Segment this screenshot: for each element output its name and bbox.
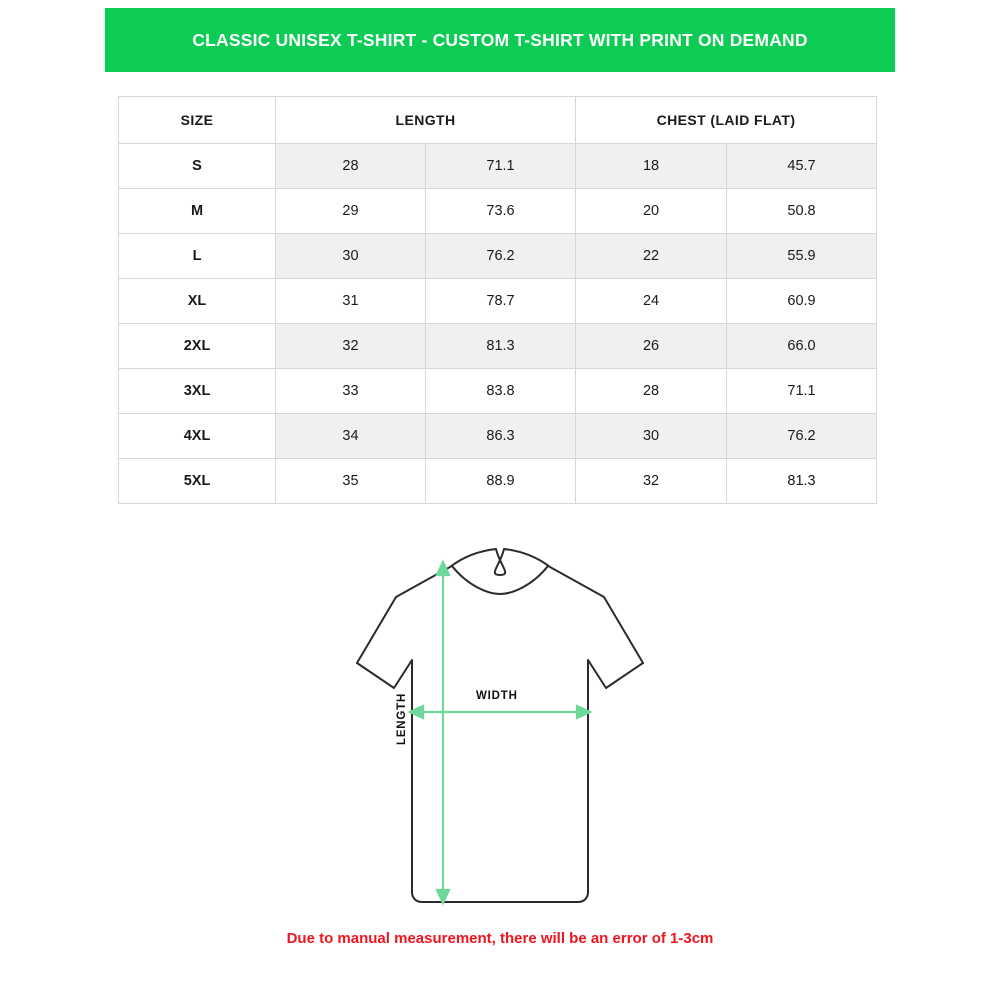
table-row: S 28 71.1 18 45.7 [118, 143, 878, 189]
cell-size: M [118, 188, 276, 234]
cell-length-in: 35 [275, 458, 426, 504]
table-row: 2XL 32 81.3 26 66.0 [118, 323, 878, 369]
cell-size: L [118, 233, 276, 279]
length-arrow-icon [435, 559, 451, 906]
table-row: M 29 73.6 20 50.8 [118, 188, 878, 234]
table-row: 3XL 33 83.8 28 71.1 [118, 368, 878, 414]
cell-length-cm: 86.3 [424, 413, 577, 459]
table-row: 4XL 34 86.3 30 76.2 [118, 413, 878, 459]
cell-length-in: 34 [275, 413, 426, 459]
cell-size: 2XL [118, 323, 276, 369]
table-row: L 30 76.2 22 55.9 [118, 233, 878, 279]
tshirt-diagram [300, 540, 700, 925]
cell-size: 3XL [118, 368, 276, 414]
header-chest: CHEST (LAID FLAT) [575, 96, 878, 144]
cell-length-in: 31 [275, 278, 426, 324]
cell-length-in: 29 [275, 188, 426, 234]
width-label: WIDTH [476, 690, 518, 702]
header-size: SIZE [118, 96, 276, 144]
tshirt-outline-icon [356, 548, 644, 903]
table-header-row: SIZE LENGTH CHEST (LAID FLAT) [118, 96, 878, 144]
cell-length-in: 33 [275, 368, 426, 414]
cell-length-cm: 76.2 [424, 233, 577, 279]
cell-chest-in: 32 [575, 458, 728, 504]
header-length: LENGTH [274, 96, 577, 144]
cell-length-cm: 88.9 [424, 458, 577, 504]
measurement-disclaimer: Due to manual measurement, there will be… [286, 930, 714, 947]
table-row: 5XL 35 88.9 32 81.3 [118, 458, 878, 504]
cell-size: XL [118, 278, 276, 324]
table-body: S 28 71.1 18 45.7 M 29 73.6 20 50.8 L 30… [118, 143, 878, 504]
cell-chest-in: 30 [575, 413, 728, 459]
size-chart-table: SIZE LENGTH CHEST (LAID FLAT) S 28 71.1 … [118, 96, 878, 504]
cell-length-cm: 83.8 [424, 368, 577, 414]
cell-size: 5XL [118, 458, 276, 504]
cell-chest-cm: 50.8 [726, 188, 878, 234]
cell-length-cm: 78.7 [424, 278, 577, 324]
length-label: LENGTH [396, 692, 408, 745]
cell-length-cm: 71.1 [424, 143, 577, 189]
cell-chest-cm: 66.0 [726, 323, 878, 369]
cell-size: 4XL [118, 413, 276, 459]
cell-length-in: 32 [275, 323, 426, 369]
width-arrow-icon [407, 704, 593, 720]
cell-chest-cm: 60.9 [726, 278, 878, 324]
cell-chest-in: 26 [575, 323, 728, 369]
cell-length-cm: 73.6 [424, 188, 577, 234]
cell-chest-cm: 71.1 [726, 368, 878, 414]
cell-chest-in: 22 [575, 233, 728, 279]
cell-size: S [118, 143, 276, 189]
table-row: XL 31 78.7 24 60.9 [118, 278, 878, 324]
tshirt-collar-icon [451, 565, 549, 596]
cell-chest-in: 20 [575, 188, 728, 234]
cell-chest-cm: 76.2 [726, 413, 878, 459]
cell-chest-cm: 45.7 [726, 143, 878, 189]
cell-length-in: 28 [275, 143, 426, 189]
page-title: CLASSIC UNISEX T-SHIRT - CUSTOM T-SHIRT … [192, 29, 808, 50]
cell-chest-in: 18 [575, 143, 728, 189]
cell-chest-cm: 81.3 [726, 458, 878, 504]
cell-chest-in: 24 [575, 278, 728, 324]
cell-length-in: 30 [275, 233, 426, 279]
header-banner: CLASSIC UNISEX T-SHIRT - CUSTOM T-SHIRT … [105, 8, 895, 72]
cell-length-cm: 81.3 [424, 323, 577, 369]
cell-chest-cm: 55.9 [726, 233, 878, 279]
cell-chest-in: 28 [575, 368, 728, 414]
table-header: SIZE LENGTH CHEST (LAID FLAT) [118, 96, 878, 144]
